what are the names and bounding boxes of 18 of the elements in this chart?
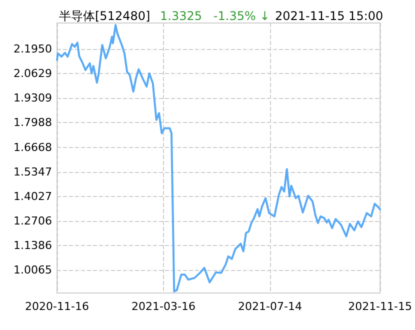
y-tick-label: 1.2706 [14,214,52,228]
y-tick-label: 1.5347 [14,165,52,178]
y-tick-label: 2.1950 [14,42,52,56]
y-tick-label: 1.0065 [14,264,52,277]
y-tick-label: 1.1386 [14,238,52,252]
y-tick-label: 1.4027 [14,190,52,203]
x-tick-label: 2021-07-14 [238,300,302,313]
x-tick-label: 2021-03-16 [132,300,196,313]
line-series [56,24,382,292]
x-tick-label: 2021-11-15 [348,300,412,313]
text: 2021-11-15 15:00 [275,9,384,23]
y-tick-label: 2.0629 [14,67,52,80]
chart-subtitle: 1.3325 -1.35% ↓ [160,9,270,23]
x-tick-label: 2020-11-16 [25,300,89,313]
chart-title: 半导体[512480] [59,9,150,23]
y-tick-label: 1.9309 [14,92,52,105]
y-tick-label: 1.7988 [14,116,52,130]
y-tick-label: 1.6668 [14,140,52,154]
